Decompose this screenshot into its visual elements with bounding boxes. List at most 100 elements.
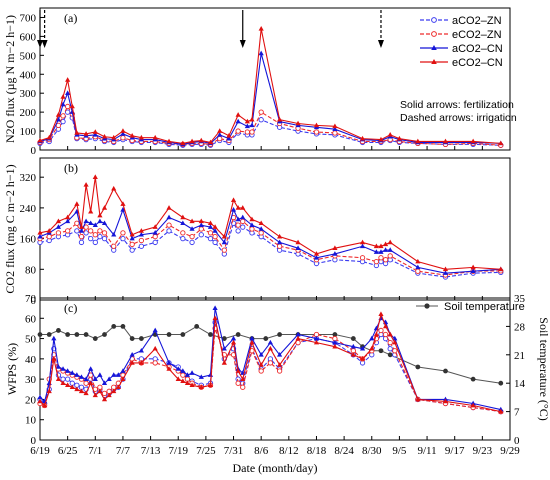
panel-c-y2-tick-label: 35 — [514, 293, 526, 305]
data-point-panel-a-eco2-cn — [69, 103, 75, 109]
data-point-soil-temperature — [443, 368, 448, 374]
data-point-panel-c-eco2-cn — [97, 388, 103, 394]
data-point-panel-c-eco2-cn — [373, 331, 379, 337]
data-point-panel-b-eco2-zn — [64, 228, 71, 234]
data-point-panel-a-eco2-cn — [244, 118, 250, 124]
data-point-panel-b-eco2-zn — [387, 253, 393, 259]
data-point-panel-b-aco2-cn — [97, 218, 103, 224]
irrigation-arrow-head — [377, 40, 384, 48]
data-point-panel-b-aco2-zn — [74, 228, 80, 234]
data-point-soil-temperature — [65, 332, 71, 337]
data-point-panel-b-eco2-cn — [198, 218, 204, 224]
panel-c-y-tick-label: 20 — [25, 394, 37, 406]
data-point-panel-a-eco2-cn — [55, 112, 62, 117]
data-point-panel-c-eco2-cn — [189, 382, 195, 388]
data-point-panel-c-aco2-cn — [55, 364, 62, 369]
data-point-panel-a-eco2-cn — [470, 138, 476, 144]
data-point-soil-temperature — [277, 332, 283, 337]
data-point-panel-b-eco2-cn — [373, 243, 379, 249]
data-point-soil-temperature — [208, 332, 213, 337]
panel-tag-a: (a) — [64, 11, 77, 25]
panel-c-y2-tick-label: 7 — [514, 407, 520, 419]
data-point-panel-b-aco2-zn — [166, 228, 172, 234]
data-point-panel-c-eco2-cn — [175, 376, 181, 381]
data-point-panel-c-eco2-zn — [392, 348, 398, 354]
data-point-panel-b-aco2-zn — [92, 239, 98, 246]
data-point-panel-b-aco2-zn — [180, 235, 186, 242]
x-tick-label: 9/5 — [392, 445, 407, 457]
data-point-panel-c-eco2-cn — [378, 311, 384, 317]
data-point-panel-b-aco2-zn — [207, 235, 214, 242]
data-point-panel-c-eco2-cn — [240, 376, 246, 381]
data-point-panel-b-aco2-cn — [198, 222, 204, 227]
data-point-panel-a-eco2-cn — [235, 112, 241, 117]
data-point-panel-c-aco2-cn — [92, 376, 98, 381]
data-point-panel-b-eco2-zn — [120, 230, 126, 236]
panel-tag-b: (b) — [64, 161, 78, 175]
data-point-panel-a-eco2-cn — [498, 140, 504, 146]
data-point-panel-c-aco2-cn — [129, 352, 135, 357]
data-point-panel-a-eco2-zn — [64, 103, 71, 110]
data-point-panel-c-aco2-cn — [111, 372, 117, 377]
data-point-panel-a-aco2-cn — [226, 135, 232, 141]
data-point-panel-a-eco2-cn — [129, 133, 135, 138]
data-point-soil-temperature — [263, 336, 269, 341]
panel-c-frame — [39, 297, 511, 441]
data-point-panel-b-eco2-zn — [189, 234, 195, 240]
data-point-panel-c-eco2-cn — [350, 352, 356, 357]
data-point-panel-c-eco2-zn — [378, 327, 384, 334]
data-point-panel-b-eco2-zn — [249, 226, 255, 232]
data-point-panel-b-eco2-zn — [97, 228, 103, 234]
data-point-soil-temperature — [138, 336, 144, 341]
data-point-panel-a-eco2-cn — [217, 128, 223, 133]
data-point-panel-b-aco2-cn — [387, 247, 393, 252]
data-point-panel-a-aco2-cn — [55, 116, 62, 122]
fertilization-arrow-head — [37, 40, 43, 48]
data-point-panel-b-eco2-zn — [235, 222, 241, 228]
data-point-panel-b-eco2-cn — [212, 224, 218, 229]
data-point-panel-c-aco2-cn — [120, 368, 126, 373]
data-point-panel-c-aco2-cn — [60, 366, 66, 371]
data-point-panel-c-eco2-zn — [276, 368, 283, 374]
data-point-panel-c-eco2-cn — [442, 398, 449, 404]
data-point-panel-b-eco2-cn — [97, 212, 103, 218]
panel-a-y-tick-label: 300 — [20, 88, 37, 100]
x-tick-label: 8/18 — [307, 445, 327, 457]
x-tick-label: 6/19 — [30, 445, 50, 457]
data-point-panel-c-aco2-cn — [180, 368, 186, 373]
data-point-panel-a-eco2-zn — [217, 135, 223, 142]
data-point-panel-a-eco2-cn — [83, 131, 89, 136]
panel-b-y-tick-label: 320 — [20, 172, 37, 184]
data-point-panel-b-eco2-cn — [46, 228, 52, 233]
data-point-panel-b-eco2-cn — [74, 201, 80, 206]
data-point-soil-temperature — [111, 324, 117, 329]
legend-marker — [431, 31, 437, 37]
data-point-panel-c-eco2-cn — [212, 315, 218, 321]
data-point-panel-b-eco2-cn — [240, 205, 246, 210]
data-point-panel-c-eco2-cn — [295, 335, 301, 341]
data-point-panel-c-eco2-cn — [111, 388, 117, 394]
note-irrigation: Dashed arrows: irrigation — [400, 112, 517, 124]
data-point-panel-b-eco2-cn — [92, 174, 98, 179]
panel-a-frame — [39, 7, 511, 151]
data-point-panel-a-aco2-cn — [217, 132, 223, 137]
data-point-panel-b-aco2-zn — [88, 235, 94, 242]
data-point-panel-b-aco2-cn — [373, 249, 379, 254]
data-point-panel-b-aco2-zn — [235, 228, 241, 234]
data-point-panel-b-eco2-cn — [235, 205, 241, 210]
x-tick-label: 9/29 — [500, 445, 520, 457]
data-point-panel-b-eco2-cn — [166, 205, 172, 210]
data-point-panel-b-aco2-cn — [92, 222, 98, 227]
data-point-panel-a-eco2-cn — [92, 129, 98, 134]
data-point-panel-b-aco2-cn — [78, 228, 85, 233]
data-point-soil-temperature — [415, 364, 421, 370]
data-point-panel-c-aco2-cn — [359, 345, 366, 351]
data-point-panel-b-aco2-zn — [189, 239, 195, 246]
data-point-panel-b-aco2-cn — [207, 224, 214, 229]
legend-marker-soil-temperature — [424, 303, 430, 309]
data-point-panel-c-eco2-zn — [235, 380, 241, 386]
data-point-panel-b-eco2-cn — [111, 185, 117, 191]
data-point-panel-a-eco2-zn — [120, 135, 126, 141]
data-point-panel-a-eco2-cn — [180, 140, 186, 146]
data-point-panel-b-eco2-cn — [378, 243, 384, 249]
